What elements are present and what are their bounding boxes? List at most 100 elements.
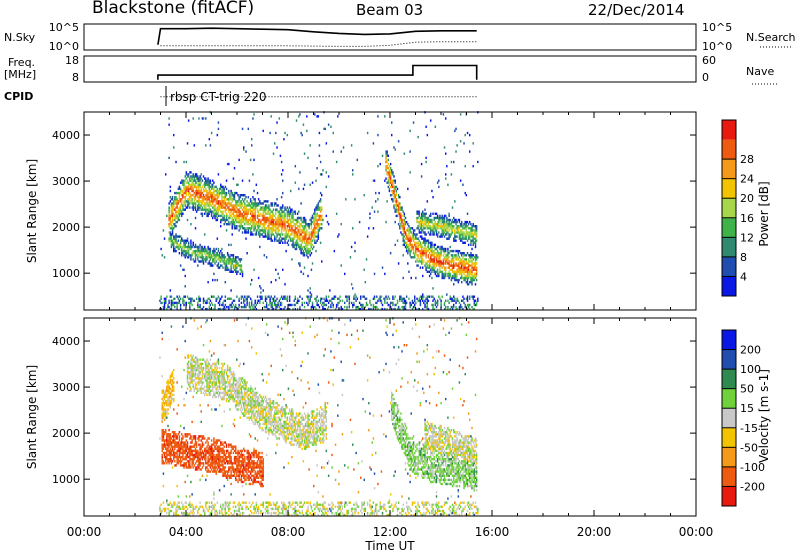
- data-cell: [212, 194, 214, 197]
- data-cell: [277, 303, 279, 307]
- data-cell: [191, 445, 193, 448]
- data-cell: [170, 223, 173, 226]
- data-cell: [186, 373, 189, 376]
- data-cell: [192, 204, 194, 207]
- data-cell: [270, 227, 272, 230]
- data-cell: [457, 270, 460, 273]
- data-cell: [173, 297, 175, 300]
- data-cell: [447, 305, 449, 309]
- data-cell: [449, 245, 451, 249]
- data-cell: [239, 266, 241, 269]
- data-cell: [168, 509, 170, 513]
- data-cell: [210, 183, 213, 186]
- data-cell: [411, 233, 414, 236]
- data-cell: [433, 297, 435, 300]
- data-cell: [220, 220, 222, 224]
- data-cell: [256, 220, 259, 224]
- data-cell: [173, 377, 175, 380]
- data-cell: [305, 223, 307, 226]
- data-cell: [418, 229, 421, 232]
- data-cell: [461, 299, 463, 302]
- data-cell: [198, 297, 200, 300]
- data-cell: [472, 225, 474, 228]
- data-cell: [189, 183, 191, 186]
- data-cell: [279, 214, 282, 218]
- data-cell: [271, 204, 274, 207]
- data-cell: [435, 227, 438, 230]
- data-cell: [176, 484, 178, 488]
- data-cell: [269, 299, 271, 302]
- data-cell: [403, 297, 406, 300]
- data-cell: [441, 231, 443, 234]
- data-cell: [182, 204, 184, 207]
- data-cell: [340, 305, 342, 309]
- data-cell: [233, 227, 236, 230]
- data-cell: [161, 331, 163, 334]
- data-cell: [430, 254, 432, 257]
- data-cell: [454, 237, 456, 240]
- data-cell: [324, 127, 326, 131]
- data-cell: [235, 264, 237, 267]
- data-cell: [239, 206, 241, 209]
- data-cell: [184, 208, 186, 211]
- data-cell: [307, 274, 309, 278]
- data-cell: [454, 233, 456, 236]
- data-cell: [249, 206, 252, 209]
- data-cell: [299, 233, 301, 236]
- data-cell: [275, 237, 277, 240]
- data-cell: [439, 216, 441, 220]
- data-cell: [194, 206, 197, 209]
- data-cell: [340, 264, 342, 267]
- data-cell: [259, 218, 261, 222]
- data-cell: [404, 299, 407, 302]
- data-cell: [411, 243, 414, 247]
- data-cell: [403, 214, 406, 218]
- data-cell: [456, 144, 458, 147]
- data-cell: [197, 256, 199, 259]
- data-cell: [432, 262, 434, 265]
- data-cell: [423, 237, 425, 240]
- data-cell: [472, 274, 474, 278]
- data-cell: [473, 307, 476, 311]
- data-cell: [419, 227, 422, 230]
- data-cell: [300, 247, 302, 251]
- data-cell: [280, 173, 283, 176]
- data-cell: [427, 299, 430, 302]
- data-cell: [179, 507, 182, 511]
- data-cell: [307, 247, 309, 251]
- data-cell: [235, 227, 237, 230]
- data-cell: [240, 268, 243, 271]
- data-cell: [426, 262, 429, 265]
- data-cell: [236, 220, 238, 224]
- data-cell: [418, 297, 421, 300]
- data-cell: [215, 200, 217, 203]
- data-cell: [448, 214, 450, 218]
- data-cell: [176, 307, 178, 311]
- data-cell: [193, 453, 196, 457]
- data-cell: [216, 189, 219, 193]
- data-cell: [181, 239, 183, 242]
- data-cell: [427, 225, 430, 228]
- data-cell: [372, 307, 375, 311]
- data-cell: [346, 295, 348, 298]
- data-cell: [201, 260, 204, 263]
- data-cell: [464, 254, 466, 257]
- data-cell: [231, 305, 233, 309]
- data-cell: [375, 191, 377, 195]
- data-cell: [425, 156, 427, 160]
- data-cell: [439, 266, 441, 269]
- data-cell: [187, 194, 190, 197]
- data-cell: [407, 245, 409, 249]
- data-cell: [193, 144, 196, 147]
- data-cell: [420, 256, 423, 259]
- data-cell: [470, 260, 472, 263]
- data-cell: [183, 239, 185, 242]
- data-cell: [230, 270, 232, 273]
- data-cell: [284, 227, 286, 230]
- data-cell: [447, 262, 449, 265]
- data-cell: [435, 216, 438, 220]
- data-cell: [409, 235, 411, 238]
- data-cell: [443, 258, 446, 261]
- data-cell: [271, 202, 274, 205]
- data-cell: [235, 225, 237, 228]
